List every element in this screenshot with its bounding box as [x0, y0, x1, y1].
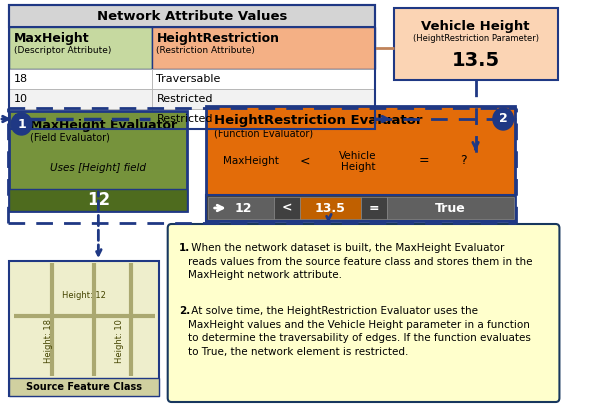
Text: True: True [435, 202, 466, 215]
Text: (Function Evaluator): (Function Evaluator) [213, 129, 313, 139]
Text: Traversable: Traversable [157, 74, 221, 84]
Text: 10: 10 [14, 94, 28, 104]
Bar [152, 109, 375, 129]
Text: <: < [299, 155, 310, 168]
Text: Vehicle Height: Vehicle Height [422, 20, 530, 33]
Bar [152, 89, 375, 109]
Text: HeightRestriction Evaluator: HeightRestriction Evaluator [213, 114, 422, 127]
Text: Height: 12: Height: 12 [62, 291, 106, 301]
Text: Height: 18: Height: 18 [44, 319, 53, 363]
Bar [10, 69, 152, 89]
Text: 2.: 2. [179, 306, 190, 316]
Text: 12: 12 [234, 202, 252, 215]
Bar [300, 197, 361, 219]
Bar [274, 197, 300, 219]
Text: ?: ? [460, 155, 467, 168]
Circle shape [493, 108, 514, 130]
Text: 12: 12 [14, 114, 28, 124]
FancyBboxPatch shape [167, 224, 559, 402]
Text: 18: 18 [14, 74, 28, 84]
Bar [206, 106, 515, 221]
Bar [208, 197, 274, 219]
Text: (Field Evaluator): (Field Evaluator) [30, 133, 110, 143]
Text: MaxHeight: MaxHeight [14, 32, 90, 45]
Text: (Descriptor Attribute): (Descriptor Attribute) [14, 46, 111, 55]
Text: (HeightRestriction Parameter): (HeightRestriction Parameter) [413, 34, 539, 43]
Text: 12: 12 [87, 191, 110, 209]
Bar [10, 5, 375, 129]
Text: Vehicle: Vehicle [339, 151, 377, 161]
Circle shape [11, 113, 32, 135]
Text: HeightRestriction: HeightRestriction [157, 32, 279, 45]
Bar [10, 189, 187, 211]
Text: =: = [368, 202, 379, 215]
Bar [152, 27, 375, 69]
Text: When the network dataset is built, the MaxHeight Evaluator
reads values from the: When the network dataset is built, the M… [188, 243, 533, 280]
Text: Height: 10: Height: 10 [115, 319, 124, 363]
Bar [10, 27, 152, 69]
Text: =: = [418, 155, 429, 168]
Bar [10, 5, 375, 27]
Text: At solve time, the HeightRestriction Evaluator uses the
MaxHeight values and the: At solve time, the HeightRestriction Eva… [188, 306, 531, 357]
Text: (Restriction Attribute): (Restriction Attribute) [157, 46, 255, 55]
Text: MaxHeight: MaxHeight [223, 156, 279, 166]
Bar [10, 111, 187, 211]
Bar [387, 197, 514, 219]
Bar [10, 261, 159, 396]
Text: 1.: 1. [179, 243, 190, 253]
Bar [10, 378, 159, 396]
Text: MaxHeight Evaluator: MaxHeight Evaluator [30, 119, 177, 132]
Text: Restricted: Restricted [157, 94, 213, 104]
Text: 1: 1 [17, 118, 26, 131]
Text: Restricted: Restricted [157, 114, 213, 124]
Bar [10, 89, 152, 109]
Text: 13.5: 13.5 [315, 202, 346, 215]
Text: Uses [Height] field: Uses [Height] field [50, 163, 147, 173]
Bar [361, 197, 387, 219]
Text: <: < [282, 202, 292, 215]
Bar [152, 69, 375, 89]
Text: Source Feature Class: Source Feature Class [26, 382, 142, 392]
Text: 13.5: 13.5 [451, 51, 499, 69]
Bar [393, 8, 557, 80]
Text: Height: Height [341, 162, 375, 172]
Text: Network Attribute Values: Network Attribute Values [97, 9, 287, 22]
Bar [206, 195, 515, 221]
Text: 2: 2 [499, 113, 508, 126]
Bar [10, 109, 152, 129]
